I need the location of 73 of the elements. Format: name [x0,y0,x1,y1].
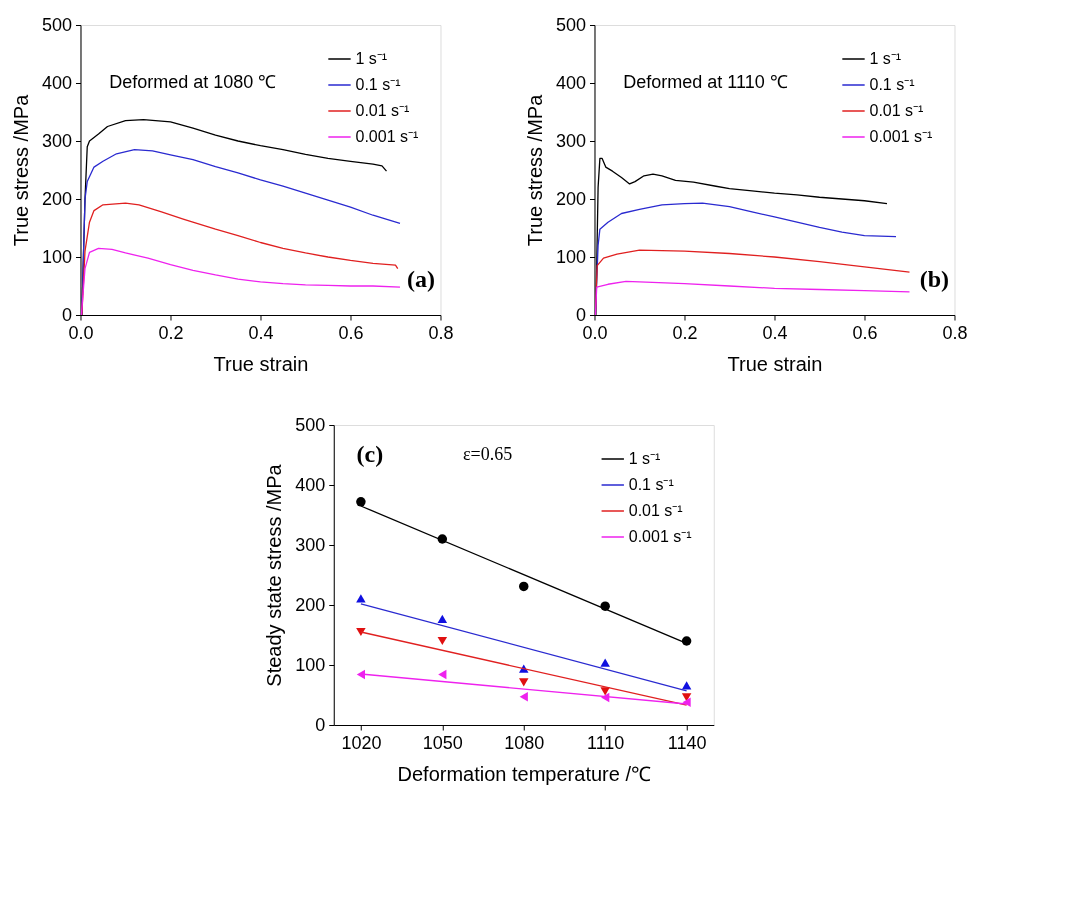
point [681,693,692,702]
x-tick-label: 0.2 [672,322,698,343]
point [600,658,610,667]
point [519,678,529,687]
point [682,697,691,707]
x-tick-label: 0.8 [942,322,968,343]
legend-label: 0.1 s⁻¹ [869,76,915,93]
legend-label: 0.01 s⁻¹ [869,102,924,119]
x-axis-title: Deformation temperature /℃ [397,762,651,785]
annotation: (a) [407,266,436,293]
x-tick-label: 0.6 [852,322,878,343]
legend-label: 1 s⁻¹ [869,50,902,67]
annotation: Deformed at 1080 ℃ [109,72,277,92]
x-tick-label: 0.0 [582,322,608,343]
x-tick-label: 0.6 [338,322,364,343]
legend-label: 0.001 s⁻¹ [869,128,933,145]
x-tick-label: 0.0 [68,322,94,343]
y-tick-label: 400 [555,72,586,93]
x-tick-label: 0.4 [762,322,788,343]
point [437,614,448,623]
legend-label: 0.01 s⁻¹ [355,102,410,119]
annotation: (b) [919,266,950,293]
line-series [80,247,401,315]
y-axis-title: True stress /MPa [523,93,546,247]
x-tick-label: 0.2 [158,322,184,343]
x-tick-label: 1050 [422,732,463,753]
annotation: ε=0.65 [462,444,513,464]
x-tick-label: 1140 [667,732,707,753]
point [356,497,366,507]
legend-label: 1 s⁻¹ [355,50,388,67]
y-tick-label: 300 [295,534,326,555]
y-tick-label: 500 [295,414,326,435]
annotation: Deformed at 1110 ℃ [623,72,788,92]
x-tick-label: 0.4 [248,322,274,343]
line-series [594,280,911,315]
y-tick-label: 0 [61,304,72,325]
legend-label: 0.001 s⁻¹ [628,528,692,545]
point [681,636,692,646]
point [438,669,447,680]
y-axis-title: True stress /MPa [9,93,32,247]
y-tick-label: 500 [41,14,72,35]
y-tick-label: 0 [575,304,586,325]
point [356,594,366,603]
x-tick-label: 1110 [586,732,625,753]
legend-label: 0.1 s⁻¹ [355,76,401,93]
y-tick-label: 500 [555,14,586,35]
legend-label: 0.001 s⁻¹ [355,128,419,145]
legend-label: 1 s⁻¹ [628,450,661,467]
point [437,636,448,646]
point [519,581,529,592]
y-tick-label: 400 [41,72,72,93]
y-tick-label: 200 [41,188,72,209]
legend-label: 0.1 s⁻¹ [628,476,674,493]
point [681,681,692,690]
x-tick-label: 1080 [504,732,545,753]
y-tick-label: 200 [555,188,586,209]
x-tick-label: 1020 [341,732,382,753]
legend-label: 0.01 s⁻¹ [628,502,683,519]
y-tick-label: 100 [555,246,586,267]
x-axis-title: True strain [213,352,309,375]
y-tick-label: 300 [555,130,586,151]
point [519,692,528,702]
annotation: (c) [356,441,384,467]
x-tick-label: 0.8 [428,322,454,343]
y-tick-label: 400 [295,474,326,495]
y-tick-label: 100 [41,246,72,267]
y-tick-label: 0 [315,714,326,735]
y-tick-label: 100 [295,654,326,675]
y-tick-label: 200 [295,594,326,615]
x-axis-title: True strain [727,352,823,375]
y-axis-title: Steady state stress /MPa [263,463,286,687]
line-series [81,202,399,315]
y-tick-label: 300 [41,130,72,151]
